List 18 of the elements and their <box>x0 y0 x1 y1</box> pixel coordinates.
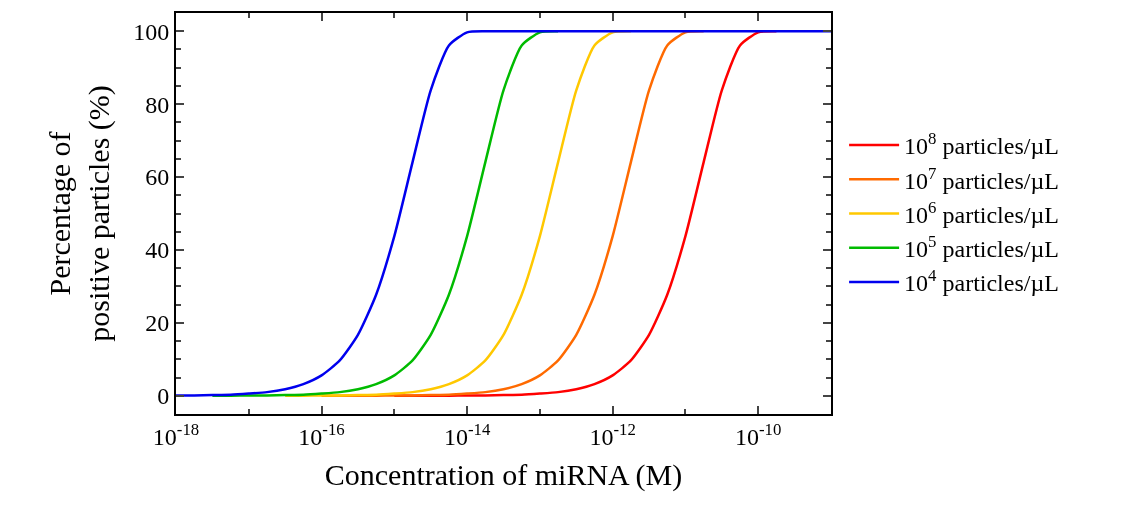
y-tick-label: 80 <box>145 91 170 118</box>
y-tick-label: 20 <box>145 310 170 337</box>
legend-label: 10$^{7}$ particles/µL <box>904 163 1059 194</box>
legend-label: 10$^{6}$ particles/µL <box>904 197 1059 228</box>
legend-label: 10$^{5}$ particles/µL <box>904 231 1059 263</box>
x-tick-label: 10$^{-16}$ <box>298 419 345 450</box>
x-axis-title: Concentration of miRNA (M) <box>324 457 683 492</box>
legend-label: 10$^{8}$ particles/µL <box>904 129 1059 160</box>
legend-label: 10$^{4}$ particles/µL <box>904 266 1059 297</box>
y-tick-label: 0 <box>157 383 170 410</box>
x-tick-label: 10$^{-14}$ <box>443 419 491 450</box>
x-tick-label: 10$^{-10}$ <box>735 419 782 450</box>
y-tick-label: 60 <box>145 164 170 191</box>
y-tick-label: 100 <box>133 18 170 45</box>
y-tick-label: 40 <box>145 237 170 264</box>
y-axis-title: Percentage of positive particles (%) <box>42 85 116 342</box>
x-tick-label: 10$^{-18}$ <box>152 419 200 450</box>
x-tick-label: 10$^{-12}$ <box>589 419 636 450</box>
